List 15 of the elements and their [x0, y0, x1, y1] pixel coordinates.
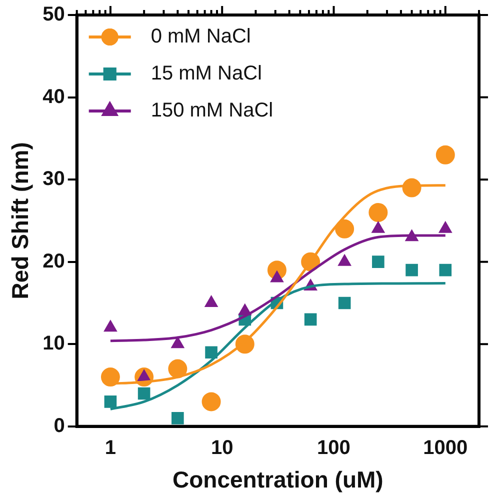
- y-tick-label: 30: [42, 168, 65, 190]
- x-tick-label: 100: [317, 436, 350, 459]
- y-tick-label: 50: [42, 4, 65, 26]
- legend-label: 150 mM NaCl: [150, 100, 274, 122]
- y-tick-label: 40: [42, 86, 65, 108]
- y-tick-label: 10: [42, 332, 65, 355]
- y-axis-title: Red Shift (nm): [7, 142, 34, 300]
- legend-label: 15 mM NaCl: [150, 62, 262, 85]
- x-axis-title: Concentration (uM): [172, 466, 384, 493]
- y-tick-label: 0: [54, 414, 65, 437]
- x-tick-label: 10: [210, 436, 234, 459]
- x-tick-label: 1000: [423, 436, 468, 459]
- legend-label: 0 mM NaCl: [150, 26, 251, 48]
- y-tick-label: 20: [42, 250, 65, 272]
- x-tick-label: 1: [104, 436, 116, 459]
